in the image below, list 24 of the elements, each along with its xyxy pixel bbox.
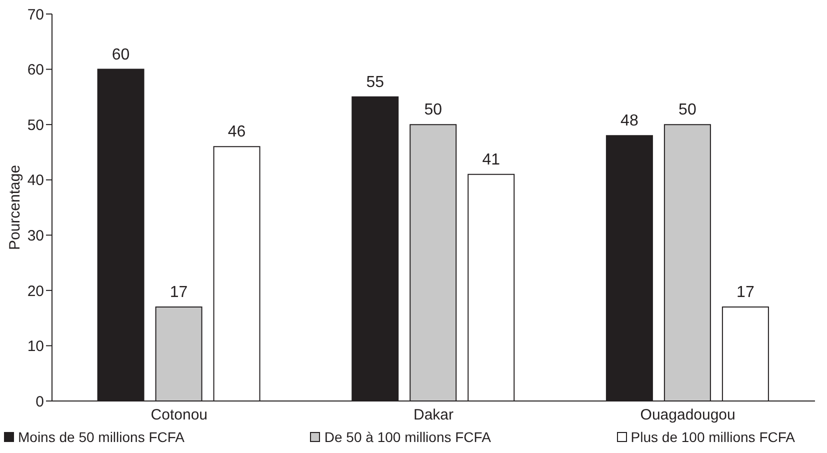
data-label: 17	[170, 284, 188, 302]
data-label: 60	[112, 46, 130, 64]
x-tick-label: Dakar	[413, 406, 454, 424]
y-tick-label: 0	[36, 393, 44, 410]
y-tick-label: 50	[27, 116, 44, 134]
y-tick-label: 20	[27, 282, 44, 300]
y-tick-label: 10	[27, 338, 44, 356]
y-tick-label: 30	[27, 227, 44, 244]
legend-label: De 50 à 100 millions FCFA	[323, 429, 491, 445]
data-label: 46	[228, 124, 246, 141]
y-tick-label: 70	[27, 6, 44, 24]
data-label: 55	[366, 74, 384, 91]
y-tick-label: 60	[27, 62, 44, 79]
data-label: 50	[678, 102, 696, 119]
data-label: 48	[620, 112, 638, 130]
legend-label: Moins de 50 millions FCFA	[17, 429, 185, 445]
data-label: 50	[424, 102, 442, 119]
x-tick-label: Cotonou	[150, 406, 208, 424]
data-label: 17	[736, 284, 754, 302]
data-label: 41	[482, 151, 500, 168]
y-tick-label: 40	[27, 172, 44, 190]
x-tick-label: Ouagadougou	[640, 406, 736, 424]
legend-label: Plus de 100 millions FCFA	[630, 429, 795, 445]
y-axis-title: Pourcentage	[6, 164, 24, 250]
